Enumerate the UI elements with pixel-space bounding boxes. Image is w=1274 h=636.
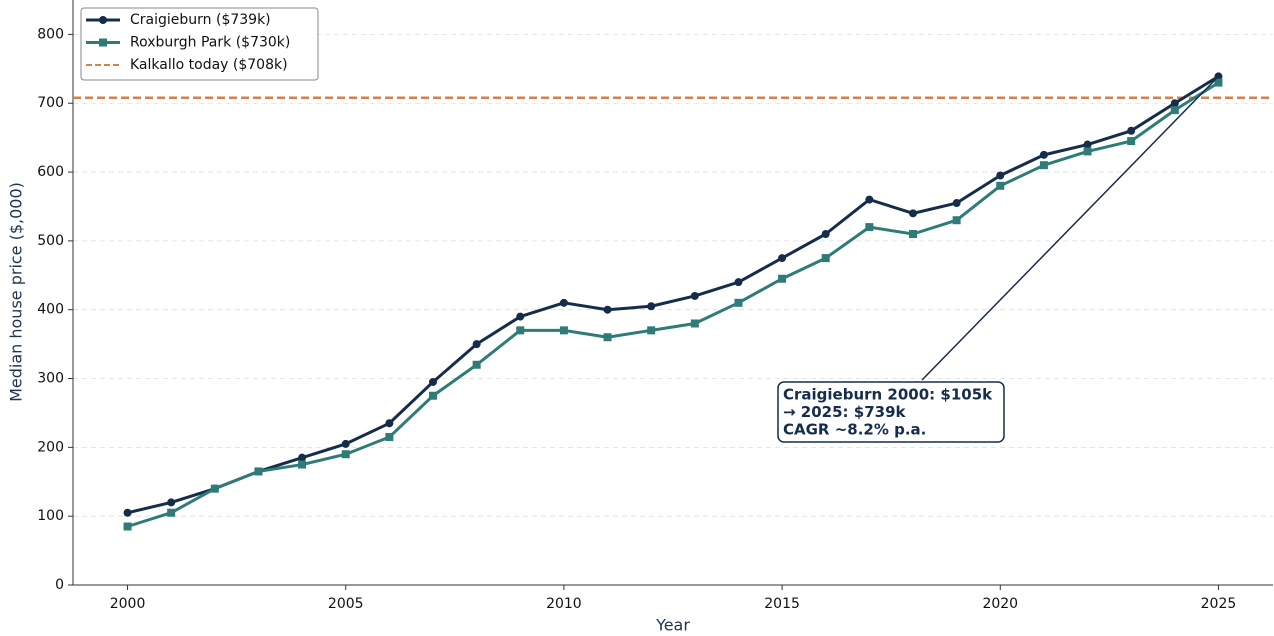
marker xyxy=(734,298,743,307)
y-tick-label: 600 xyxy=(37,164,64,180)
marker xyxy=(1039,161,1048,170)
y-tick-label: 500 xyxy=(37,233,64,249)
x-tick-label: 2015 xyxy=(764,596,800,612)
marker xyxy=(559,298,568,307)
marker xyxy=(429,391,437,400)
series-line xyxy=(127,81,1220,528)
legend-box xyxy=(80,7,319,81)
marker xyxy=(865,223,874,232)
marker xyxy=(734,278,743,287)
marker xyxy=(472,340,481,349)
legend-marker xyxy=(99,16,107,24)
legend-label: Roxburgh Park ($730k) xyxy=(130,35,290,51)
marker xyxy=(647,302,656,311)
marker xyxy=(778,254,787,263)
marker xyxy=(123,508,132,517)
marker xyxy=(167,498,176,507)
marker xyxy=(516,326,525,335)
marker xyxy=(821,254,830,263)
annotation-text: → 2025: $739k xyxy=(783,403,907,421)
y-tick-label: 0 xyxy=(55,577,64,593)
marker xyxy=(1039,150,1048,159)
legend-marker xyxy=(99,38,107,47)
marker xyxy=(298,460,307,469)
y-tick-label: 700 xyxy=(37,95,64,111)
marker xyxy=(123,522,132,531)
marker xyxy=(865,195,874,204)
marker xyxy=(298,453,307,462)
annotation-box xyxy=(777,381,1005,443)
marker xyxy=(210,484,219,493)
x-tick-label: 2020 xyxy=(982,596,1018,612)
marker xyxy=(341,439,350,448)
x-tick-label: 2000 xyxy=(110,596,146,612)
marker xyxy=(603,333,612,342)
y-axis-label: Median house price ($,000) xyxy=(7,182,26,402)
y-tick-label: 400 xyxy=(37,302,64,318)
marker xyxy=(385,433,394,442)
marker xyxy=(1214,78,1223,87)
marker xyxy=(1127,126,1136,135)
x-tick-label: 2010 xyxy=(546,596,582,612)
marker xyxy=(996,171,1005,180)
annotation-text: Craigieburn 2000: $105k xyxy=(783,386,993,404)
marker xyxy=(341,450,350,459)
marker xyxy=(167,508,176,517)
marker xyxy=(909,209,917,218)
marker xyxy=(909,230,917,238)
marker xyxy=(603,305,612,314)
marker xyxy=(1170,106,1179,115)
annotation-text: CAGR ~8.2% p.a. xyxy=(783,421,926,439)
y-tick-label: 300 xyxy=(37,371,64,387)
marker xyxy=(472,360,481,369)
marker xyxy=(1083,140,1092,149)
marker xyxy=(952,199,961,208)
y-tick-label: 100 xyxy=(37,508,64,524)
marker xyxy=(516,312,525,321)
marker xyxy=(1127,137,1136,146)
x-axis-label: Year xyxy=(655,616,690,635)
marker xyxy=(821,230,830,238)
marker xyxy=(690,319,699,328)
x-tick-label: 2025 xyxy=(1201,596,1237,612)
marker xyxy=(559,326,568,335)
marker xyxy=(690,291,699,300)
marker xyxy=(647,326,656,335)
marker xyxy=(385,419,394,428)
marker xyxy=(996,181,1005,190)
marker xyxy=(778,274,787,283)
legend-label: Craigieburn ($739k) xyxy=(130,12,271,28)
series-line xyxy=(127,75,1220,515)
marker xyxy=(254,467,263,476)
y-tick-label: 200 xyxy=(37,439,64,455)
marker xyxy=(1170,99,1179,108)
annotation-arrow xyxy=(921,75,1219,381)
marker xyxy=(1083,147,1092,156)
marker xyxy=(952,216,961,225)
marker xyxy=(429,377,437,386)
legend-label: Kalkallo today ($708k) xyxy=(130,57,288,73)
x-tick-label: 2005 xyxy=(328,596,364,612)
y-tick-label: 800 xyxy=(37,26,64,42)
